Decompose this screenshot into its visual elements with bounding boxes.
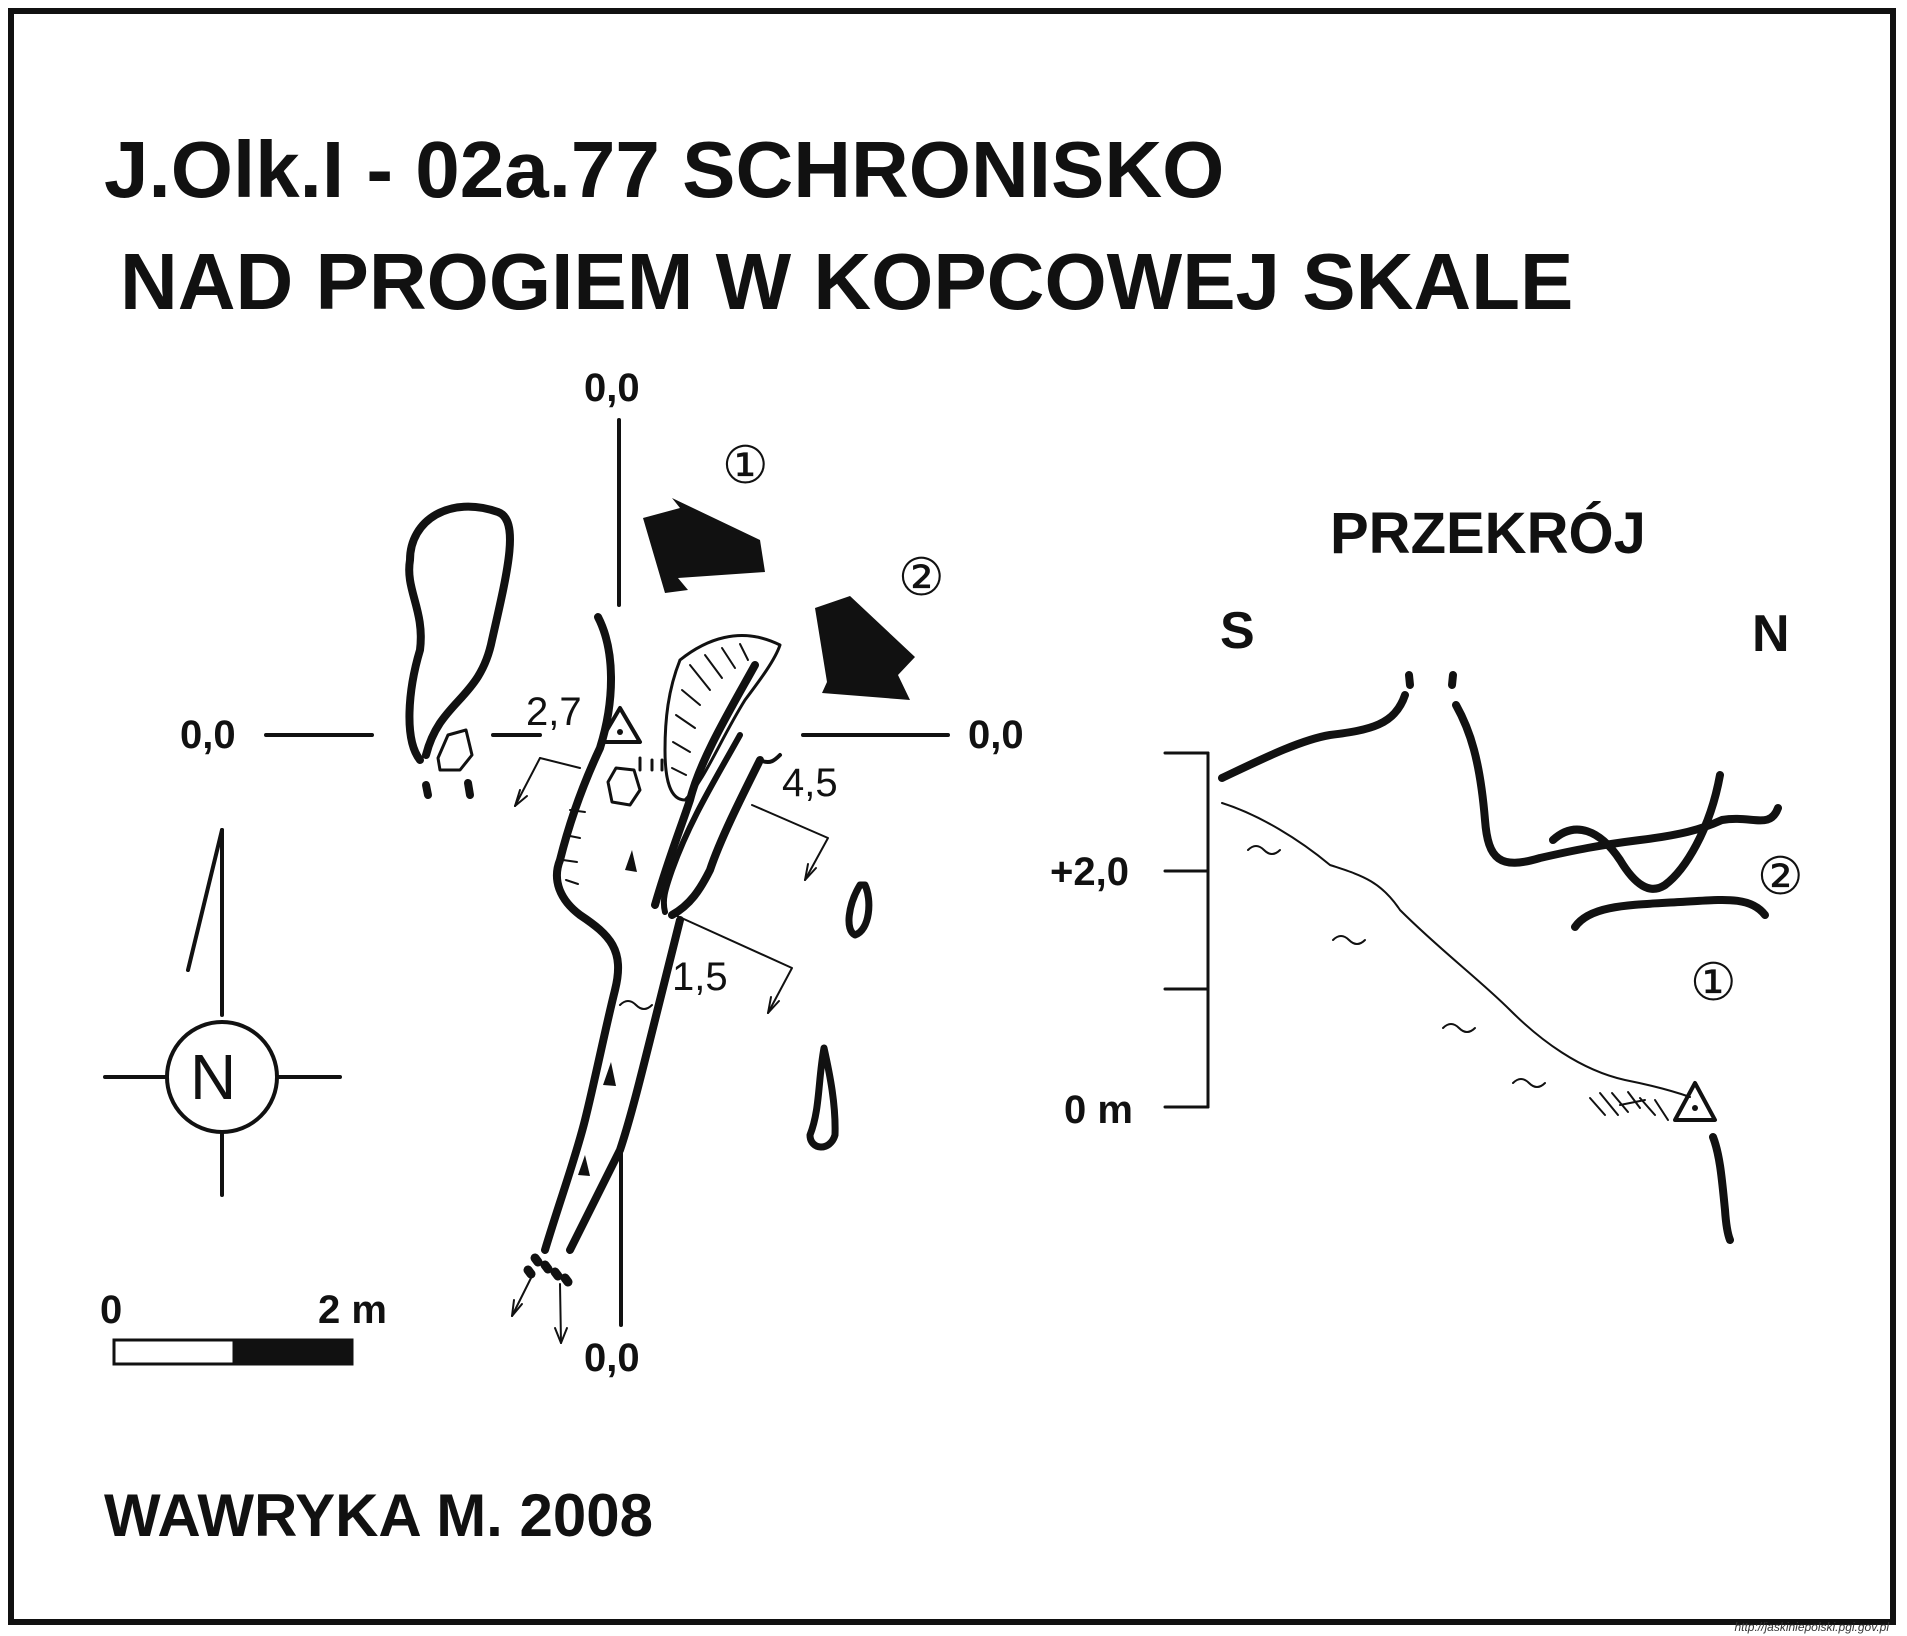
section-clay-symbols xyxy=(1247,845,1546,1088)
section-ceiling-stub-right xyxy=(1448,671,1457,689)
left-chamber-stub-b xyxy=(464,779,474,799)
map-title-line-1: J.Olk.I - 02a.77 SCHRONISKO xyxy=(104,125,1225,214)
north-arrow-barb xyxy=(186,828,224,972)
inner-wall-d xyxy=(758,753,782,765)
section-level-plus-2: +2,0 xyxy=(1050,850,1129,894)
section-floor xyxy=(1221,802,1691,1098)
section-lower-ledge xyxy=(1571,895,1769,931)
entrance-arrow-2 xyxy=(815,596,915,700)
survey-point-triangle xyxy=(598,706,642,744)
island-b xyxy=(806,1044,839,1151)
section-ceiling-stub-left xyxy=(1405,671,1414,689)
map-title-line-2: NAD PROGIEM W KOPCOWEJ SKALE xyxy=(120,237,1574,326)
section-direction-north: N xyxy=(1752,605,1790,663)
section-entrance-2-marker: ② xyxy=(1757,848,1804,906)
plan-ref-left-label: 0,0 xyxy=(180,713,236,757)
section-view xyxy=(1163,671,1782,1244)
scale-bar xyxy=(112,1338,354,1366)
north-arrow xyxy=(103,828,342,1197)
section-triangle xyxy=(1673,1081,1717,1122)
north-arrow-letter: N xyxy=(190,1041,237,1113)
central-boulder xyxy=(606,766,642,807)
scale-bar-white xyxy=(112,1338,236,1366)
plan-depth-label-2-7: 2,7 xyxy=(526,690,582,734)
section-title: PRZEKRÓJ xyxy=(1330,501,1646,566)
inner-wall-b xyxy=(668,756,764,919)
section-ceiling-right xyxy=(1452,701,1782,867)
section-triangle-dot xyxy=(1692,1105,1698,1111)
plan-ref-bottom-label: 0,0 xyxy=(584,1336,640,1380)
plan-ref-top-label: 0,0 xyxy=(584,366,640,410)
section-level-zero: 0 m xyxy=(1064,1088,1133,1132)
passage-end-stubs xyxy=(523,1253,573,1287)
section-ceiling-left xyxy=(1218,691,1409,782)
plan-depth-label-1-5: 1,5 xyxy=(672,955,728,999)
section-direction-south: S xyxy=(1220,602,1255,660)
slope-arrows xyxy=(511,757,829,1344)
left-chamber-stub-a xyxy=(422,781,432,799)
plan-entrance-1-marker: ① xyxy=(722,437,769,495)
section-entrance-wall xyxy=(1709,1133,1734,1244)
clay-symbol xyxy=(619,1000,653,1010)
survey-point-dot xyxy=(617,729,623,735)
section-inner-loop xyxy=(1549,771,1724,893)
plan-depth-label-4-5: 4,5 xyxy=(782,761,838,805)
section-entrance-1-marker: ① xyxy=(1690,954,1737,1012)
entrance-arrow-1 xyxy=(643,498,765,593)
plan-entrance-2-marker: ② xyxy=(898,549,945,607)
scale-bar-start-label: 0 xyxy=(100,1288,123,1332)
scale-bar-black xyxy=(232,1338,354,1366)
slope-outline xyxy=(663,634,782,802)
inner-wall-a xyxy=(651,661,759,909)
island-a xyxy=(845,881,873,939)
scale-bar-end-label: 2 m xyxy=(318,1288,387,1332)
left-boulder xyxy=(436,728,474,772)
slope-hatching xyxy=(562,643,749,885)
wall-nubs xyxy=(638,756,664,772)
plan-view xyxy=(264,418,950,1344)
section-rubble-hatch xyxy=(1589,1091,1669,1121)
inner-wall-c xyxy=(660,732,743,915)
author-credit: WAWRYKA M. 2008 xyxy=(104,1482,653,1549)
left-chamber-outline xyxy=(405,502,515,764)
main-west-wall xyxy=(541,613,623,1254)
floor-arrows xyxy=(578,850,637,1176)
source-url: http://jaskiniepolski.pgi.gov.pl xyxy=(1734,1620,1889,1634)
plan-ref-right-label: 0,0 xyxy=(968,713,1024,757)
map-frame xyxy=(8,8,1896,1625)
main-east-wall xyxy=(566,916,684,1254)
